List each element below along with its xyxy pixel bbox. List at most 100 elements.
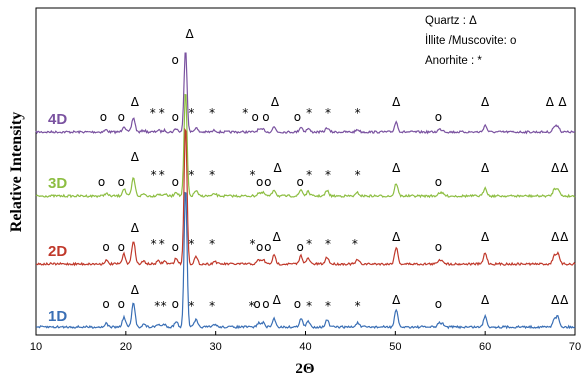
peak-marker-2D-15: * [352, 237, 358, 251]
x-tick-label-30: 30 [210, 341, 222, 353]
peak-marker-4D-5: o [172, 110, 179, 124]
peak-marker-4D-0: o [100, 110, 107, 124]
peak-marker-1D-15: * [355, 299, 361, 313]
peak-marker-2D-3: * [151, 237, 157, 251]
peak-marker-2D-6: * [188, 237, 194, 251]
peak-marker-1D-6: * [188, 299, 194, 313]
series-line-4D [35, 52, 576, 135]
peak-marker-1D-16: Δ [392, 293, 401, 307]
peak-marker-2D-17: o [435, 240, 442, 254]
peak-marker-1D-11: Δ [273, 293, 282, 307]
peak-marker-2D-7: * [209, 237, 215, 251]
peak-marker-4D-8: * [242, 106, 248, 120]
peak-marker-3D-13: * [306, 168, 312, 182]
peak-marker-3D-6: * [188, 168, 194, 182]
x-axis-title: 2Θ [295, 361, 314, 377]
peak-marker-3D-17: o [435, 175, 442, 189]
peak-marker-3D-15: * [355, 168, 361, 182]
peak-marker-4D-4: * [159, 106, 165, 120]
x-tick-label-50: 50 [389, 341, 401, 353]
peak-marker-2D-16: Δ [392, 230, 401, 244]
series-label-1D: 1D [48, 308, 67, 325]
peak-marker-1D-18: Δ [481, 293, 490, 307]
peak-marker-3D-19: Δ [551, 161, 560, 175]
x-axis-ticks: 10 20 30 40 50 60 70 [30, 331, 581, 353]
legend-entry-1: İllite /Muscovite: o [425, 34, 516, 47]
legend: Quartz : Δ İllite /Muscovite: o Anorhite :… [425, 15, 516, 67]
peak-marker-4D-16: Δ [392, 95, 401, 109]
marker-layer: o oΔ* * o * * * o oΔo * * *ΔoΔ Δ Δo oΔ* * o * * * o oΔo * * * ΔoΔ… [98, 27, 569, 313]
peak-marker-1D-8: * [249, 299, 255, 313]
peak-marker-1D-3: * [154, 299, 160, 313]
peak-marker-4D-9: o [252, 110, 259, 124]
peak-marker-2D-4: * [159, 237, 165, 251]
peak-marker-main-quartz: Δ [185, 27, 194, 41]
peak-marker-2D-2: Δ [131, 221, 140, 235]
peak-marker-3D-10: o [264, 175, 271, 189]
x-tick-label-70: 70 [569, 341, 581, 353]
peak-marker-2D-0: o [102, 240, 109, 254]
peak-marker-2D-10: o [264, 240, 271, 254]
peak-marker-4D-19: Δ [546, 95, 555, 109]
peak-marker-1D-14: * [325, 299, 331, 313]
peak-marker-1D-9: o [253, 297, 260, 311]
series-label-4D: 4D [48, 111, 67, 128]
peak-marker-4D-12: o [294, 110, 301, 124]
peak-marker-4D-15: * [355, 106, 361, 120]
peak-marker-4D-10: o [262, 110, 269, 124]
peak-marker-1D-2: Δ [131, 283, 140, 297]
peak-marker-2D-8: * [249, 237, 255, 251]
peak-marker-2D-13: * [306, 237, 312, 251]
peak-marker-4D-11: Δ [271, 95, 280, 109]
peak-marker-3D-7: * [209, 168, 215, 182]
peak-marker-2D-18: Δ [481, 230, 490, 244]
peak-marker-1D-7: * [209, 299, 215, 313]
peak-marker-3D-2: Δ [131, 150, 140, 164]
series-label-3D: 3D [48, 175, 67, 192]
peak-marker-1D-10: o [262, 297, 269, 311]
x-tick-label-40: 40 [299, 341, 311, 353]
peak-marker-2D-9: o [256, 240, 263, 254]
peak-marker-3D-16: Δ [392, 161, 401, 175]
peak-marker-1D-13: * [306, 299, 312, 313]
legend-entry-0: Quartz : Δ [425, 15, 477, 27]
peak-marker-3D-18: Δ [481, 161, 490, 175]
peak-marker-1D-20: Δ [560, 293, 569, 307]
peak-marker-2D-14: * [325, 237, 331, 251]
series-line-1D [35, 191, 576, 330]
series-label-2D: 2D [48, 243, 67, 260]
peak-marker-3D-1: o [118, 175, 125, 189]
peak-marker-4D-14: * [325, 106, 331, 120]
peak-marker-2D-20: Δ [560, 230, 569, 244]
peak-marker-4D-3: * [150, 106, 156, 120]
x-tick-label-20: 20 [120, 341, 132, 353]
peak-marker-3D-14: * [325, 168, 331, 182]
peak-marker-main-illite: o [171, 53, 178, 67]
peak-marker-4D-18: Δ [481, 95, 490, 109]
peak-marker-3D-0: o [98, 175, 105, 189]
peak-marker-4D-2: Δ [131, 95, 140, 109]
series-line-2D [36, 127, 576, 267]
peak-marker-2D-11: Δ [273, 230, 282, 244]
peak-marker-3D-9: o [256, 175, 263, 189]
peak-marker-1D-1: o [118, 297, 125, 311]
peak-marker-3D-20: Δ [560, 161, 569, 175]
peak-marker-3D-8: * [249, 168, 255, 182]
peak-marker-4D-7: * [209, 106, 215, 120]
peak-marker-3D-3: * [151, 168, 157, 182]
peak-marker-1D-19: Δ [551, 293, 560, 307]
peak-marker-4D-17: o [435, 110, 442, 124]
peak-marker-2D-12: o [296, 240, 303, 254]
y-axis-title: Relative Intensity [8, 112, 25, 232]
series-line-3D [35, 93, 576, 199]
peak-marker-1D-12: o [294, 297, 301, 311]
peak-marker-2D-1: o [118, 240, 125, 254]
peak-marker-3D-5: o [172, 175, 179, 189]
x-tick-label-60: 60 [479, 341, 491, 353]
series-layer: 4D 3D 2D 1D [35, 52, 576, 330]
peak-marker-2D-5: o [172, 240, 179, 254]
peak-marker-1D-4: * [161, 299, 167, 313]
peak-marker-4D-13: * [306, 106, 312, 120]
peak-marker-1D-17: o [435, 297, 442, 311]
